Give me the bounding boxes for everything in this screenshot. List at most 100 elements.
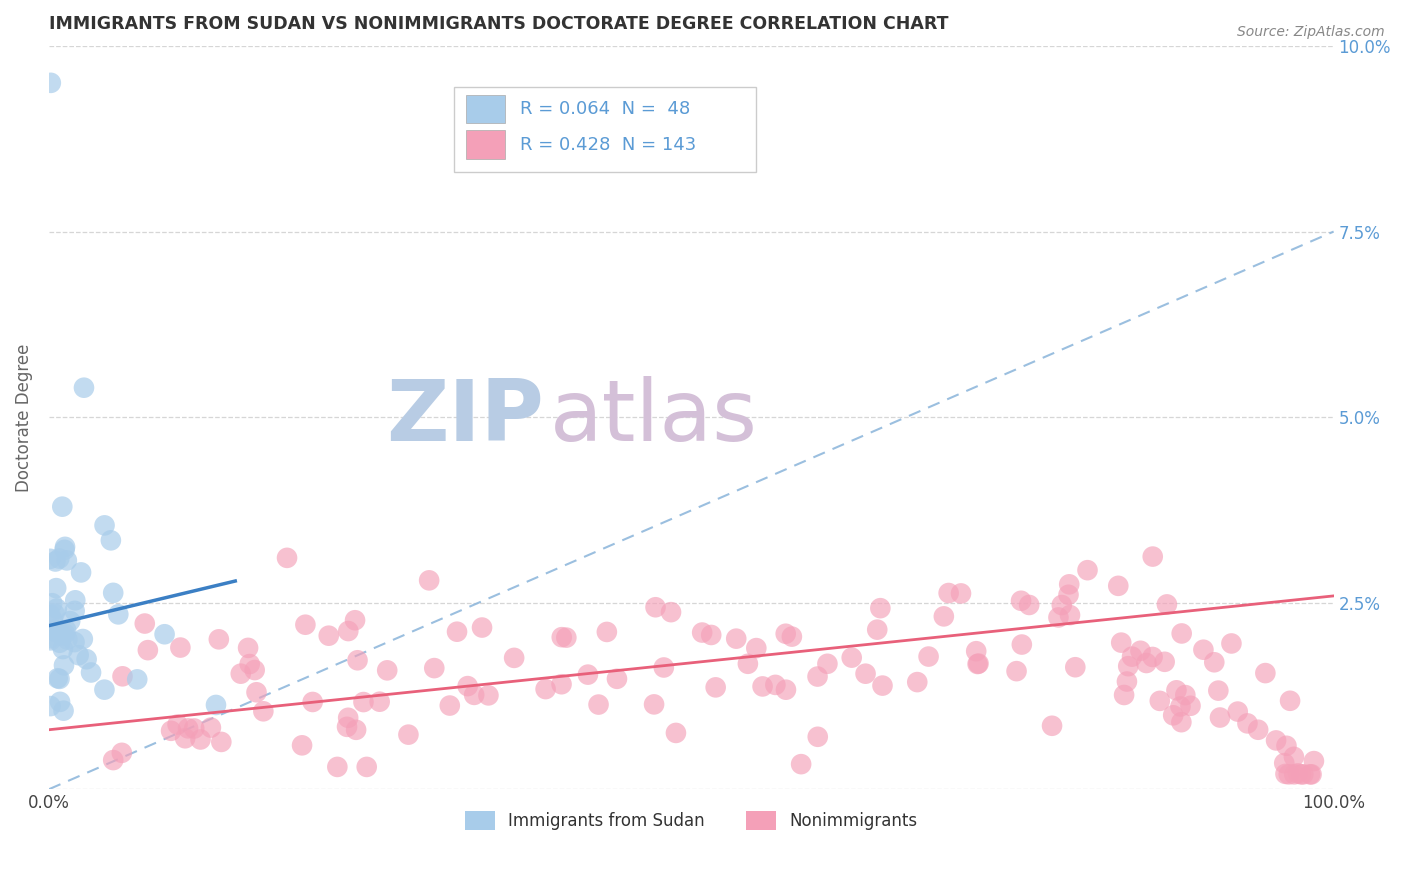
Point — [337, 624, 360, 638]
Point — [73, 381, 96, 395]
Point — [52, 704, 75, 718]
Point — [326, 760, 349, 774]
Point — [1116, 674, 1139, 689]
Point — [59, 614, 82, 628]
Point — [576, 667, 599, 681]
Point — [1170, 715, 1192, 730]
Point — [775, 682, 797, 697]
Point — [643, 698, 665, 712]
Point — [1057, 577, 1080, 591]
Point — [1254, 666, 1277, 681]
Point — [276, 550, 298, 565]
Point — [344, 723, 367, 737]
Point — [555, 631, 578, 645]
Point — [200, 721, 222, 735]
Point — [855, 666, 877, 681]
Point — [463, 688, 485, 702]
Point — [44, 624, 66, 639]
Text: R = 0.428  N = 143: R = 0.428 N = 143 — [520, 136, 697, 153]
Point — [1301, 767, 1323, 781]
Point — [375, 663, 398, 677]
Point — [243, 663, 266, 677]
Point — [39, 76, 62, 90]
Point — [353, 695, 375, 709]
Text: IMMIGRANTS FROM SUDAN VS NONIMMIGRANTS DOCTORATE DEGREE CORRELATION CHART: IMMIGRANTS FROM SUDAN VS NONIMMIGRANTS D… — [49, 15, 949, 33]
Point — [1208, 683, 1230, 698]
Point — [44, 554, 66, 568]
Point — [1292, 767, 1315, 781]
Point — [967, 657, 990, 671]
Point — [790, 757, 813, 772]
Point — [48, 636, 70, 650]
Point — [665, 726, 688, 740]
Point — [136, 643, 159, 657]
Point — [659, 605, 682, 619]
Point — [1129, 644, 1152, 658]
Point — [49, 695, 72, 709]
Point — [763, 678, 786, 692]
Point — [76, 652, 98, 666]
Point — [1275, 739, 1298, 753]
Y-axis label: Doctorate Degree: Doctorate Degree — [15, 343, 32, 491]
Point — [644, 600, 666, 615]
Point — [208, 632, 231, 647]
Point — [51, 500, 73, 514]
Point — [111, 669, 134, 683]
Point — [1236, 716, 1258, 731]
Point — [1142, 549, 1164, 564]
Point — [39, 608, 62, 623]
Point — [1121, 649, 1143, 664]
Point — [53, 626, 76, 640]
Point — [1220, 636, 1243, 650]
Point — [1059, 608, 1081, 623]
Point — [1303, 754, 1326, 768]
Point — [1192, 642, 1215, 657]
Point — [63, 635, 86, 649]
Point — [938, 586, 960, 600]
Point — [356, 760, 378, 774]
Text: Source: ZipAtlas.com: Source: ZipAtlas.com — [1237, 25, 1385, 39]
Point — [1174, 688, 1197, 702]
Point — [1057, 588, 1080, 602]
Point — [100, 533, 122, 548]
Point — [917, 649, 939, 664]
Point — [344, 613, 367, 627]
FancyBboxPatch shape — [454, 87, 755, 172]
Point — [160, 723, 183, 738]
Point — [775, 626, 797, 640]
Point — [1156, 598, 1178, 612]
Point — [751, 680, 773, 694]
Point — [134, 616, 156, 631]
Point — [606, 672, 628, 686]
Text: ZIP: ZIP — [385, 376, 544, 459]
Point — [39, 699, 62, 714]
Point — [67, 648, 90, 663]
Point — [950, 586, 973, 600]
Point — [690, 625, 713, 640]
Point — [1114, 688, 1136, 702]
Point — [65, 593, 87, 607]
Point — [806, 669, 828, 683]
Point — [45, 581, 67, 595]
Point — [1274, 767, 1296, 781]
Point — [245, 685, 267, 699]
Point — [1282, 749, 1305, 764]
Point — [1265, 733, 1288, 747]
Point — [700, 628, 723, 642]
Point — [56, 553, 79, 567]
Point — [346, 653, 368, 667]
Point — [72, 632, 94, 646]
Point — [1040, 719, 1063, 733]
FancyBboxPatch shape — [467, 95, 505, 123]
Point — [1166, 683, 1188, 698]
Point — [1109, 635, 1132, 649]
Point — [1107, 579, 1129, 593]
Point — [1153, 655, 1175, 669]
Point — [53, 540, 76, 554]
FancyBboxPatch shape — [467, 130, 505, 159]
Point — [53, 658, 76, 673]
Point — [905, 675, 928, 690]
Point — [596, 624, 619, 639]
Point — [174, 731, 197, 746]
Point — [418, 574, 440, 588]
